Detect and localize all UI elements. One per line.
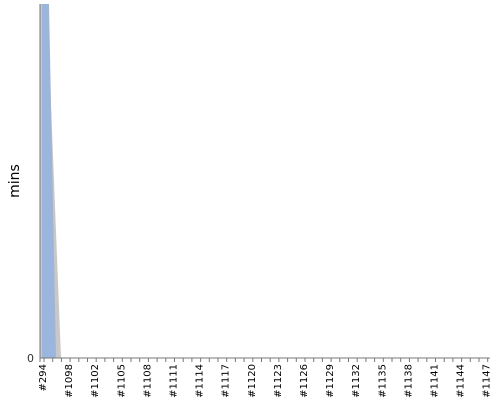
x-tick-label: #1102 — [90, 364, 101, 398]
x-tick-label: #1117 — [221, 364, 232, 398]
x-tick-label: #1120 — [247, 364, 258, 398]
x-tick-label: #1108 — [142, 364, 153, 398]
axes: 0 #294 #1098 #1102 #1105 #1108 #1111 #1114 #1117… — [27, 4, 493, 398]
x-tick-label: #1138 — [403, 364, 414, 398]
y-tick-label: 0 — [27, 352, 34, 365]
x-tick-label: #1129 — [325, 364, 336, 398]
plot-area — [40, 4, 61, 358]
x-tick-label: #1144 — [456, 364, 467, 398]
series-1-area — [42, 4, 56, 358]
x-tick-label: #1114 — [195, 364, 206, 398]
x-tick-label: #1141 — [430, 364, 441, 398]
x-tick-label: #1105 — [116, 364, 127, 398]
x-tick-label: #1126 — [299, 364, 310, 398]
x-tick-label: #1132 — [351, 364, 362, 398]
y-axis-label: mins — [7, 164, 23, 198]
x-tick-label: #1147 — [482, 364, 493, 398]
x-tick-label: #1135 — [377, 364, 388, 398]
x-tick-label: #1111 — [169, 364, 180, 398]
x-tick-label: #1098 — [64, 364, 75, 398]
x-tick-label: #1123 — [273, 364, 284, 398]
x-tick-label: #294 — [38, 364, 49, 391]
